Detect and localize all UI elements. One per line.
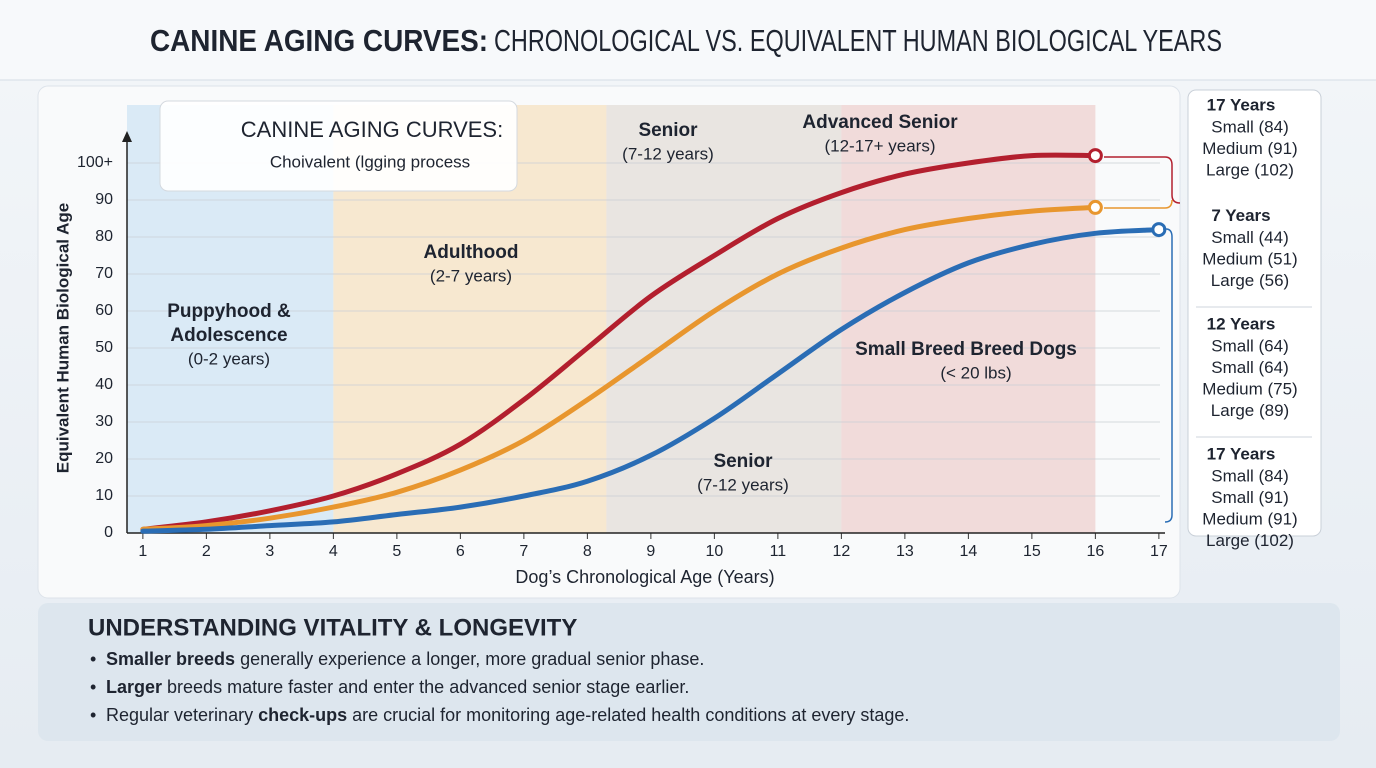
x-axis-label: Dog’s Chronological Age (Years): [515, 567, 774, 587]
stage-subtitle: (2-7 years): [430, 266, 512, 285]
x-tick-label: 16: [1086, 543, 1104, 560]
x-tick-label: 4: [329, 543, 338, 560]
side-heading: 17 Years: [1207, 444, 1276, 463]
stage-heading: Adolescence: [170, 325, 287, 346]
x-tick-label: 9: [646, 543, 655, 560]
notes-bullets: • Smaller breeds generally experience a l…: [90, 649, 909, 725]
side-item: Large (102): [1206, 160, 1294, 179]
stage-band: [841, 105, 1096, 533]
x-tick-label: 8: [583, 543, 592, 560]
side-item: Small (44): [1211, 228, 1288, 247]
x-tick-label: 6: [456, 543, 465, 560]
bullet-text: Smaller breeds generally experience a lo…: [106, 649, 704, 669]
y-tick-label: 40: [95, 376, 113, 393]
stage-heading: Senior: [638, 120, 698, 141]
bullet-text: Larger breeds mature faster and enter th…: [106, 677, 689, 697]
y-tick-label: 10: [95, 487, 113, 504]
stage-heading: Adulthood: [424, 242, 519, 263]
y-tick-label: 0: [104, 524, 113, 541]
side-heading: 12 Years: [1207, 314, 1276, 333]
bullet-segment: Regular veterinary: [106, 705, 258, 725]
inset-subtitle: Choivalent (lgging process: [270, 152, 470, 171]
inset-title: CANINE AGING CURVES:: [241, 117, 503, 142]
bullet-segment: generally experience a longer, more grad…: [235, 649, 704, 669]
bullet-dot: •: [90, 705, 96, 725]
title-bold: CANINE AGING CURVES:: [150, 23, 488, 58]
stage-heading: Puppyhood &: [167, 301, 291, 322]
side-item: Small (91): [1211, 488, 1288, 507]
side-item: Large (102): [1206, 531, 1294, 550]
y-tick-label: 80: [95, 228, 113, 245]
curve: [140, 227, 1162, 534]
header-band: [0, 0, 1376, 80]
stage-heading: Small Breed Breed Dogs: [855, 339, 1077, 360]
x-tick-label: 15: [1023, 543, 1041, 560]
side-item: Small (84): [1211, 466, 1288, 485]
y-tick-label: 50: [95, 339, 113, 356]
stage-heading: Advanced Senior: [802, 112, 958, 133]
x-tick-label: 17: [1150, 543, 1168, 560]
bullet-segment: Smaller breeds: [106, 649, 235, 669]
curve: [140, 152, 1098, 532]
side-item: Large (89): [1211, 401, 1289, 420]
side-item: Small (64): [1211, 336, 1288, 355]
side-item: Medium (91): [1202, 139, 1297, 158]
bullet-dot: •: [90, 677, 96, 697]
connector: [1163, 228, 1173, 523]
side-item: Medium (75): [1202, 379, 1297, 398]
y-tick-label: 90: [95, 191, 113, 208]
x-tick-label: 13: [896, 543, 914, 560]
y-tick-label: 20: [95, 450, 113, 467]
side-item: Medium (51): [1202, 249, 1297, 268]
side-item: Medium (91): [1202, 509, 1297, 528]
x-tick-label: 5: [392, 543, 401, 560]
stage-band: [606, 105, 842, 533]
end-marker: [1087, 199, 1103, 215]
side-panel-content: 17 Years Small (84) Medium (91) Large (102)…: [1196, 95, 1312, 550]
stage-heading: Senior: [713, 451, 773, 472]
y-axis-arrow: [122, 131, 132, 142]
bullet-segment: Larger: [106, 677, 162, 697]
stage-subtitle: (0-2 years): [188, 349, 270, 368]
side-heading: 7 Years: [1211, 206, 1270, 225]
x-tick-label: 11: [770, 543, 787, 560]
bullet-dot: •: [90, 649, 96, 669]
side-panel: [1187, 89, 1322, 537]
end-marker: [1087, 148, 1103, 164]
title-rest: CHRONOLOGICAL VS. EQUIVALENT HUMAN BIOLO…: [494, 23, 1222, 58]
stage-subtitle: (< 20 lbs): [940, 363, 1011, 382]
x-tick-label: 7: [519, 543, 528, 560]
x-tick-label: 10: [705, 543, 723, 560]
y-tick-label: 70: [95, 265, 113, 282]
bullet-segment: check-ups: [258, 705, 347, 725]
y-tick-label: 100+: [77, 154, 113, 171]
side-item: Small (84): [1211, 117, 1288, 136]
x-tick-label: 14: [959, 543, 977, 560]
x-tick-label: 12: [832, 543, 850, 560]
connector: [1104, 156, 1181, 204]
stage-subtitle: (7-12 years): [697, 475, 789, 494]
bullet-text: Regular veterinary check-ups are crucial…: [106, 705, 909, 725]
notes-heading: UNDERSTANDING VITALITY & LONGEVITY: [88, 614, 577, 641]
side-item: Large (56): [1211, 271, 1289, 290]
y-tick-label: 30: [95, 413, 113, 430]
y-axis-label: Equivalent Human Biological Age: [53, 203, 72, 473]
bullet-segment: are crucial for monitoring age-related h…: [347, 705, 909, 725]
notes-panel: [38, 603, 1340, 741]
inset-box: [159, 100, 518, 192]
bullet-segment: breeds mature faster and enter the advan…: [162, 677, 689, 697]
side-item: Small (64): [1211, 358, 1288, 377]
x-tick-label: 1: [138, 543, 147, 560]
x-tick-label: 2: [202, 543, 211, 560]
curve: [140, 204, 1098, 532]
y-tick-label: 60: [95, 302, 113, 319]
connector: [1104, 199, 1173, 209]
side-heading: 17 Years: [1207, 95, 1276, 114]
stage-subtitle: (7-12 years): [622, 144, 714, 163]
stage-subtitle: (12-17+ years): [824, 136, 935, 155]
x-tick-label: 3: [265, 543, 274, 560]
